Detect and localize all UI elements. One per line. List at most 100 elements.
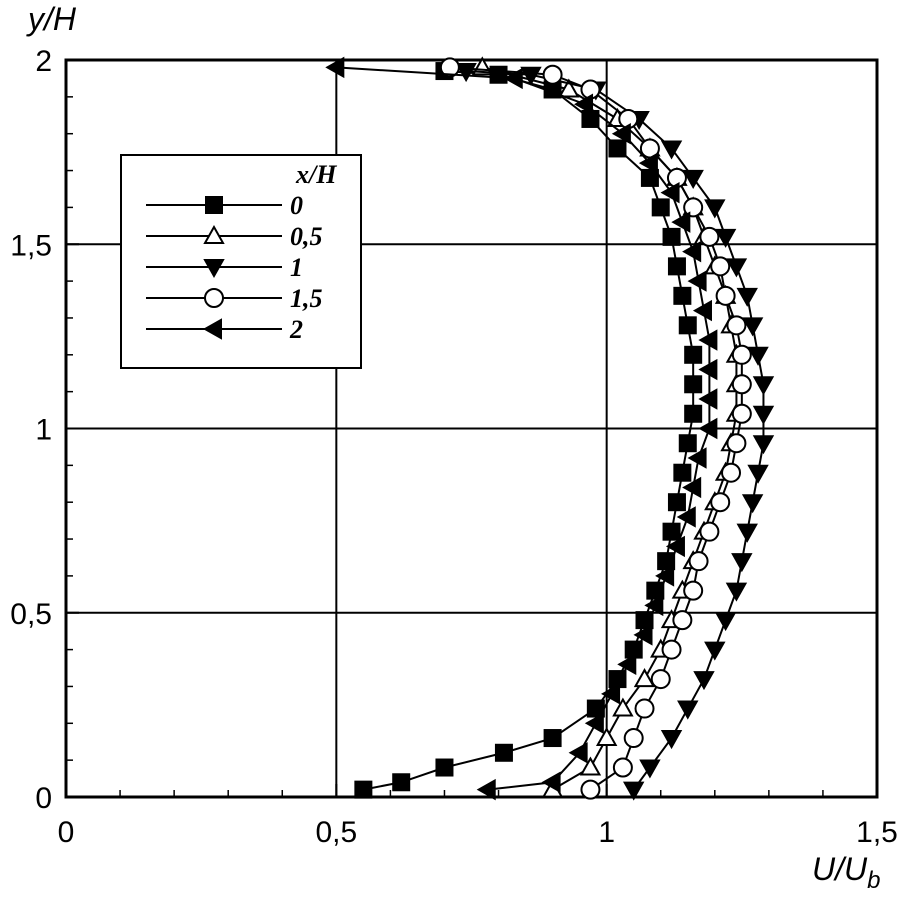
data-point [644,594,664,617]
legend-label: 0 [290,191,303,220]
data-point [503,67,523,90]
data-point [568,742,588,764]
data-point [639,759,661,779]
y-axis-title: y/H [26,1,77,37]
data-point [731,403,752,424]
legend: x/H 00,511,52 [120,154,362,369]
data-point [612,757,633,778]
data-point [542,64,563,85]
data-point [579,756,602,776]
data-point [541,771,561,793]
data-point [633,624,653,646]
data-point [698,358,718,381]
data-point [439,57,460,78]
data-point [325,56,345,79]
data-point [574,93,594,115]
legend-marker [205,196,223,214]
data-point [584,712,604,735]
legend-marker [203,224,225,244]
data-point [682,240,702,263]
data-point [731,553,753,573]
data-point [640,168,659,187]
data-point [655,565,675,587]
legend-title: x/H [295,160,337,189]
data-point [698,417,718,440]
data-point [543,729,562,748]
series-0 [354,62,703,799]
data-point [741,317,764,337]
data-point [731,344,752,365]
legend-label: 2 [289,315,303,344]
data-point [633,668,656,688]
data-point [699,226,720,247]
data-point [662,227,681,246]
data-point [684,404,703,423]
data-point [476,778,496,801]
data-point [741,494,764,514]
data-point [392,773,411,792]
legend-marker [202,318,222,340]
data-point [683,197,704,218]
data-point [678,316,697,335]
data-point [726,315,747,336]
data-point [634,698,655,719]
data-point [623,728,644,749]
data-point [558,78,580,98]
data-point [682,169,704,189]
series-layer [325,56,775,801]
data-point [736,523,758,543]
data-point [611,122,631,145]
data-point [494,743,513,762]
data-point [714,612,737,632]
data-point [682,476,702,499]
data-point [660,730,683,750]
data-point [660,181,680,204]
data-point [673,463,692,482]
x-tick-labels: 0 0,5 1 1,5 [58,816,898,849]
y-tick-label: 1 [35,414,52,447]
x-axis-title: U/Ub [812,851,880,894]
data-point [650,669,671,690]
legend-item: 0,5 [146,222,323,251]
y-tick-label: 2 [35,45,52,78]
data-point [725,258,748,278]
data-point [726,433,747,454]
data-point [661,639,682,660]
y-tick-label: 1,5 [10,229,52,262]
data-point [667,493,686,512]
data-point [673,286,692,305]
data-point [638,152,658,174]
y-tick-label: 0 [35,782,52,815]
data-point [672,610,693,631]
legend-items: 00,511,52 [146,191,323,344]
data-point [698,329,718,351]
data-point [684,345,703,364]
x-tick-label: 1 [598,816,615,849]
data-point [731,374,752,395]
legend-item: 2 [146,315,303,344]
data-point [676,506,696,528]
data-point [747,346,769,366]
legend-item: 1 [146,253,303,282]
data-point [710,492,731,513]
data-point [752,376,775,396]
x-axis-title-main: U/U [812,851,868,887]
series-3 [439,57,752,800]
legend-marker [204,288,224,308]
data-point [678,434,697,453]
data-point [704,641,726,661]
data-point [699,521,720,542]
data-point [692,299,712,322]
data-point [687,447,707,469]
data-point [698,388,718,410]
y-tick-labels: 0 0,5 1 1,5 2 [10,45,52,815]
data-point [721,462,742,483]
data-point [688,551,709,572]
data-point [683,580,704,601]
data-point [684,375,703,394]
series-2 [455,63,775,801]
data-point [710,256,731,277]
data-point [752,405,775,425]
data-point [617,653,637,676]
data-point [667,257,686,276]
